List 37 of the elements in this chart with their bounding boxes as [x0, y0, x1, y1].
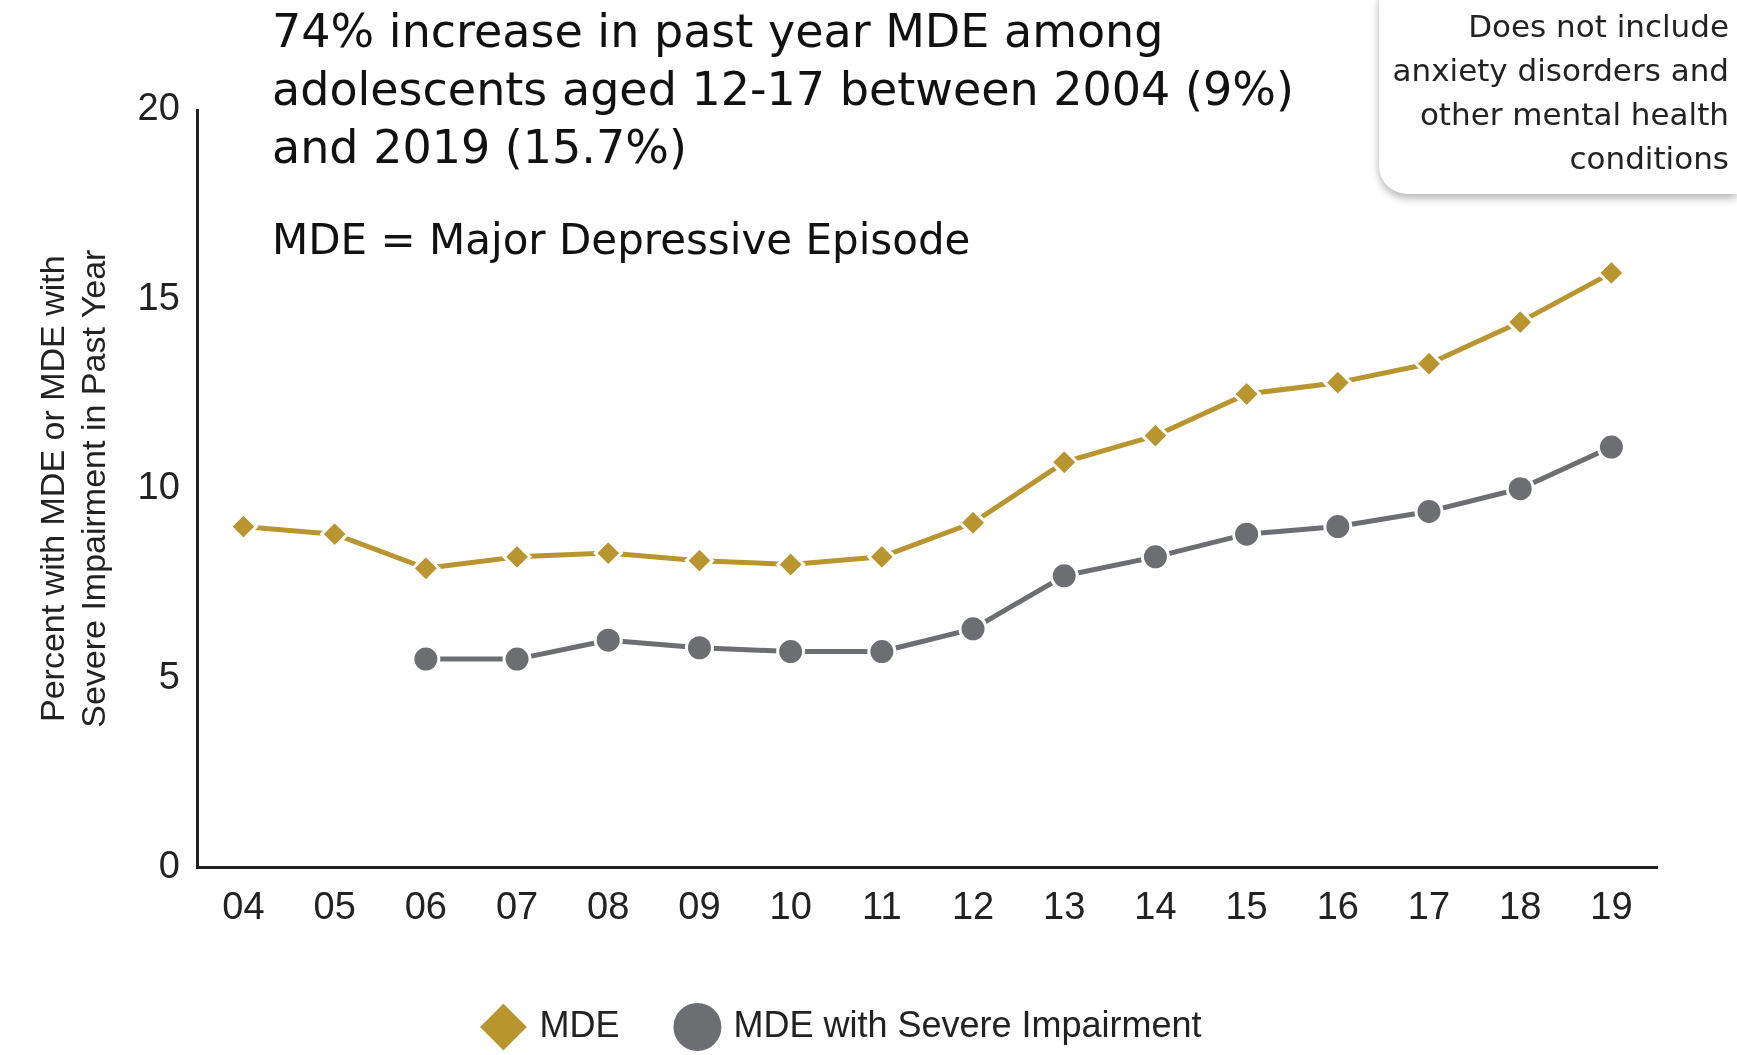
x-tick-label: 19: [1590, 884, 1633, 927]
point: [1596, 432, 1626, 462]
point: [684, 633, 714, 663]
point: [1140, 542, 1170, 572]
x-tick-label: 04: [222, 884, 265, 927]
x-tick-label: 08: [587, 884, 630, 927]
point: [958, 614, 988, 644]
y-tick-label: 20: [137, 86, 180, 129]
x-tick-label: 18: [1499, 884, 1542, 927]
x-tick-label: 06: [404, 884, 447, 927]
x-tick-label: 17: [1407, 884, 1451, 927]
y-tick-label: 5: [158, 654, 180, 697]
y-axis-title: Percent with MDE or MDE with Severe Impairment in Past Year: [32, 249, 112, 728]
chart-title: 74% increase in past year MDE among adolescents aged 12-17 between 2004 (9%) and 2019 (15.7%): [272, 3, 1295, 176]
point: [1505, 474, 1535, 504]
x-tick-label: 12: [951, 884, 995, 927]
y-tick-label: 15: [137, 275, 180, 318]
annotation: Does not include anxiety disorders and other mental health conditions: [1379, 0, 1737, 194]
x-tick-label: 09: [678, 884, 721, 927]
x-tick-label: 13: [1043, 884, 1086, 927]
y-tick-label: 0: [158, 843, 180, 886]
x-tick-label: 16: [1316, 884, 1359, 927]
legend-label: MDE: [539, 1003, 620, 1045]
point: [593, 625, 623, 655]
point: [1049, 561, 1079, 591]
x-tick-label: 05: [313, 884, 356, 927]
point: [411, 644, 441, 674]
x-tick-label: 14: [1134, 884, 1177, 927]
x-tick-label: 11: [862, 884, 902, 927]
x-tick-label: 10: [769, 884, 812, 927]
x-tick-label: 15: [1225, 884, 1268, 927]
x-tick-label: 07: [495, 884, 539, 927]
point: [1232, 519, 1262, 549]
legend-label: MDE with Severe Impairment: [733, 1003, 1202, 1045]
point: [502, 644, 532, 674]
text: MDE = Major Depressive Episode: [272, 215, 971, 264]
y-tick-label: 10: [137, 465, 180, 508]
